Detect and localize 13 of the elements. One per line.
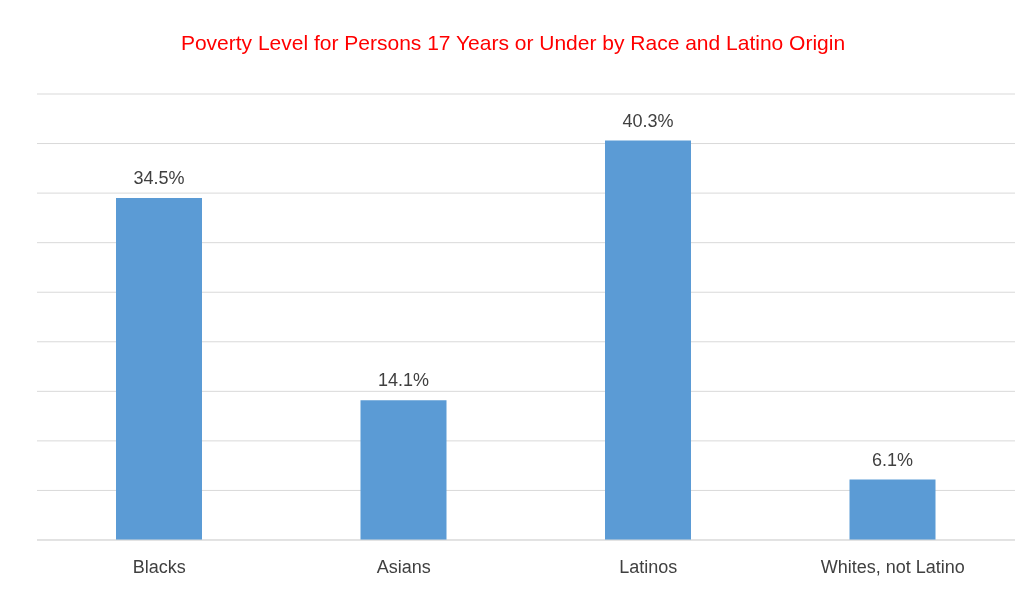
chart-title: Poverty Level for Persons 17 Years or Under by Race and Latino Origin — [179, 30, 847, 56]
bar — [849, 479, 936, 540]
data-label: 40.3% — [622, 110, 674, 131]
x-tick-label: Blacks — [132, 556, 186, 577]
x-tick-label: Asians — [376, 556, 431, 577]
data-label: 14.1% — [377, 370, 430, 391]
x-tick-label: Latinos — [619, 556, 678, 577]
bar — [116, 198, 202, 540]
bar — [360, 400, 447, 540]
x-tick-label: Whites, not Latino — [820, 556, 965, 577]
data-label: 34.5% — [133, 168, 185, 189]
bar — [605, 140, 691, 540]
data-label: 6.1% — [871, 449, 914, 470]
